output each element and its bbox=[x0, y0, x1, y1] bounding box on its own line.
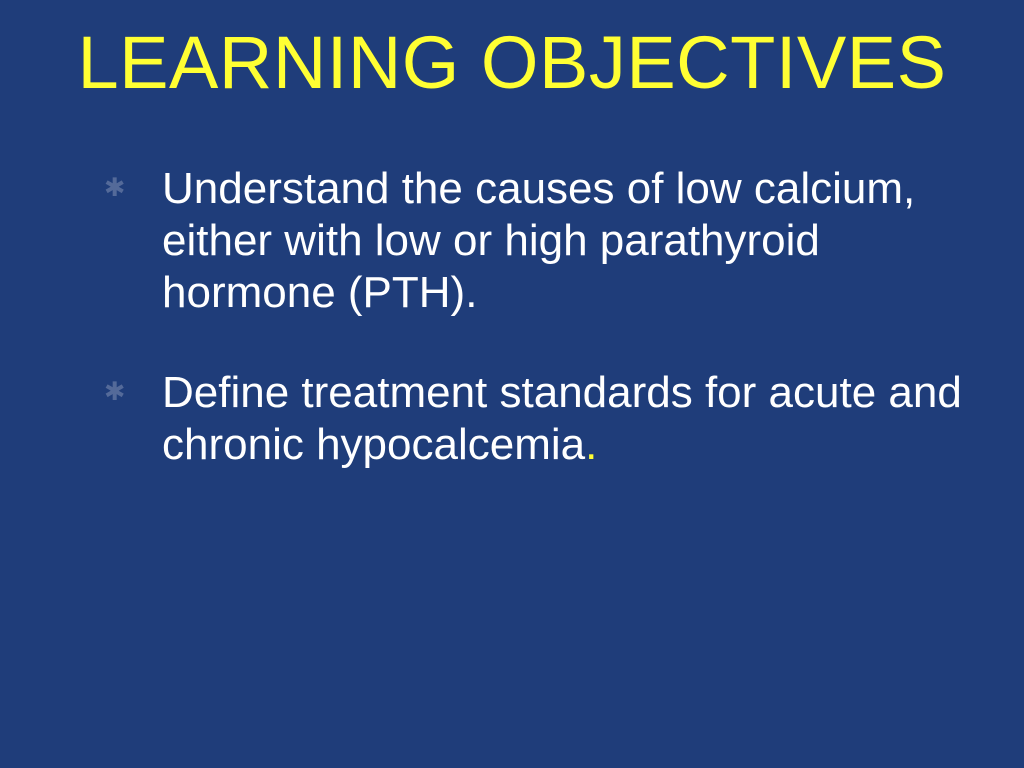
accent-period: . bbox=[585, 420, 597, 469]
bullet-item: ✱ Define treatment standards for acute an… bbox=[104, 367, 964, 471]
bullet-item: ✱ Understand the causes of low calcium, e… bbox=[104, 163, 964, 319]
bullet-text: Define treatment standards for acute and… bbox=[162, 368, 962, 469]
bullet-text: Understand the causes of low calcium, ei… bbox=[162, 164, 915, 317]
asterisk-icon: ✱ bbox=[104, 176, 125, 202]
bullet-list: ✱ Understand the causes of low calcium, e… bbox=[60, 163, 964, 471]
slide-title: LEARNING OBJECTIVES bbox=[60, 22, 964, 105]
asterisk-icon: ✱ bbox=[104, 380, 125, 406]
slide: LEARNING OBJECTIVES ✱ Understand the caus… bbox=[0, 0, 1024, 768]
